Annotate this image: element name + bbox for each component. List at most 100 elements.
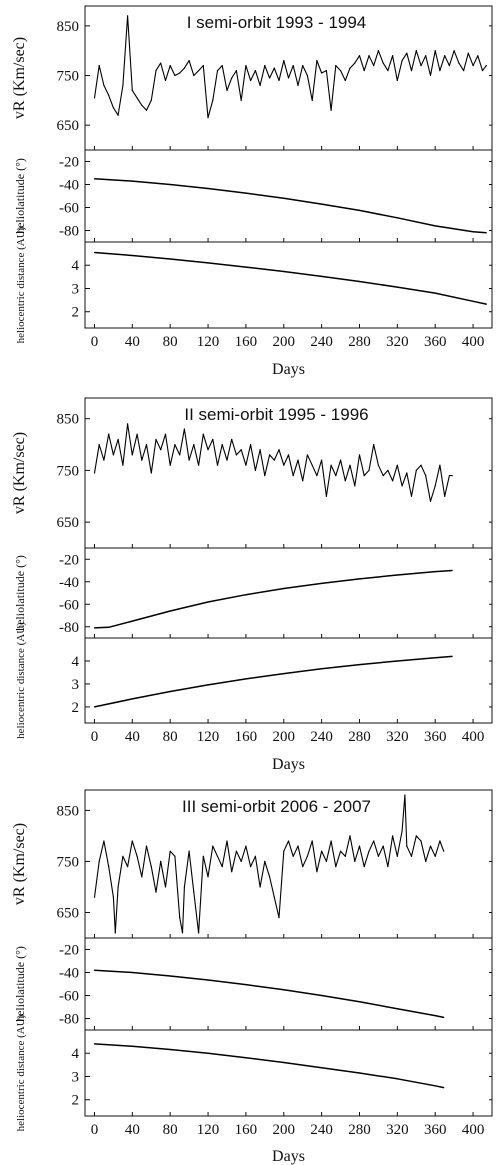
data-point-distance <box>131 1045 133 1047</box>
x-tick-label: 240 <box>310 729 333 745</box>
data-point-latitude <box>245 984 247 986</box>
data-point-speed <box>406 52 408 54</box>
data-point-speed <box>183 67 185 69</box>
x-tick-label: 0 <box>91 729 99 745</box>
data-point-speed <box>429 845 432 847</box>
data-point-speed <box>259 84 261 86</box>
x-tick-label: 40 <box>125 1122 140 1138</box>
data-point-distance <box>358 280 361 283</box>
series-line-latitude <box>94 969 444 1019</box>
data-point-speed <box>169 65 171 67</box>
data-point-speed <box>188 60 190 62</box>
data-point-speed <box>98 65 100 67</box>
data-point-speed <box>453 50 455 52</box>
data-point-distance <box>396 1078 398 1080</box>
series-line-speed <box>93 15 487 119</box>
data-point-speed <box>160 62 162 64</box>
y-tick-label: -60 <box>59 201 79 217</box>
data-point-speed <box>325 495 327 497</box>
data-point-speed <box>202 65 204 67</box>
y-tick-label: 3 <box>72 281 80 297</box>
data-point-speed <box>245 845 247 847</box>
data-point-speed <box>226 89 228 91</box>
data-point-speed <box>169 850 171 852</box>
data-point-distance <box>321 1067 323 1069</box>
data-point-speed <box>114 932 116 934</box>
data-point-speed <box>368 55 370 57</box>
data-point-speed <box>155 438 157 440</box>
data-point-distance <box>434 657 436 659</box>
data-point-latitude <box>434 571 436 573</box>
series-line-distance <box>94 251 487 305</box>
data-point-speed <box>283 850 285 852</box>
data-point-latitude <box>396 217 398 219</box>
data-point-speed <box>340 850 342 852</box>
data-point-latitude <box>283 197 285 199</box>
y-tick-label: 650 <box>57 118 80 134</box>
data-point-speed <box>448 65 450 67</box>
data-point-speed <box>250 444 252 446</box>
data-point-speed <box>131 89 133 91</box>
y-tick-label: -60 <box>59 597 79 613</box>
data-point-speed <box>179 454 181 456</box>
chart-title: II semi-orbit 1995 - 1996 <box>184 405 368 424</box>
panel-distance: 2 3 4 heliocentric distance (AU) <box>15 1014 493 1131</box>
panel-latitude: -20 -40 -60 -80 heliolatitude (°) <box>13 149 493 243</box>
x-tick-label: 80 <box>163 729 178 745</box>
panel-frame <box>84 149 493 243</box>
data-point-speed <box>136 97 138 99</box>
data-point-speed <box>117 886 119 888</box>
data-point-speed <box>216 855 219 857</box>
data-point-speed <box>477 55 479 57</box>
data-point-speed <box>316 60 318 62</box>
data-point-speed <box>425 860 427 863</box>
data-point-speed <box>127 866 129 868</box>
x-tick-label: 320 <box>386 334 409 350</box>
x-tick-label: 280 <box>348 334 371 350</box>
x-tick-label: 240 <box>310 334 333 350</box>
x-tick-label: 400 <box>462 1122 485 1138</box>
x-tick-label: 360 <box>424 334 447 350</box>
data-point-speed <box>321 459 323 461</box>
series-line-distance <box>94 655 453 708</box>
data-point-speed <box>264 860 266 863</box>
data-point-speed <box>202 433 204 435</box>
y-tick-label: 850 <box>57 19 80 35</box>
data-point-speed <box>188 459 190 461</box>
data-point-speed <box>401 485 403 487</box>
data-point-speed <box>136 433 138 435</box>
y-axis-label-speed: vR (Km/sec) <box>11 823 28 905</box>
data-point-speed <box>145 444 148 446</box>
data-point-speed <box>250 79 252 82</box>
data-point-speed <box>93 472 96 474</box>
x-tick-label: 240 <box>310 1122 333 1138</box>
y-tick-label: 3 <box>72 677 80 693</box>
data-point-speed <box>311 840 313 842</box>
data-point-speed <box>382 62 384 64</box>
chart-block-1: 650 750 850 vR (Km/sec) I semi-orbit 1993 - … <box>11 5 493 378</box>
data-point-latitude <box>283 587 285 590</box>
data-point-speed <box>188 850 190 852</box>
x-tick-label: 120 <box>197 729 220 745</box>
x-tick-label: 320 <box>386 1122 409 1138</box>
data-point-distance <box>93 706 96 708</box>
y-axis-label-distance: heliocentric distance (AU) <box>15 622 27 739</box>
data-point-speed <box>198 932 200 934</box>
data-point-distance <box>207 684 209 686</box>
data-point-speed <box>429 74 432 77</box>
data-point-speed <box>373 444 375 446</box>
data-point-speed <box>297 845 299 847</box>
data-point-speed <box>358 845 361 847</box>
data-point-speed <box>179 917 181 919</box>
data-point-speed <box>112 454 114 456</box>
data-point-speed <box>392 480 394 482</box>
data-point-speed <box>434 855 436 857</box>
y-axis-label-distance: heliocentric distance (AU) <box>15 1014 27 1131</box>
data-point-speed <box>183 428 185 430</box>
chart-block-2: 650 750 850 vR (Km/sec) II semi-orbit 1995 -… <box>11 397 493 773</box>
data-point-speed <box>235 850 237 852</box>
data-point-distance <box>131 254 133 257</box>
series-line-distance <box>94 1043 444 1089</box>
data-point-distance <box>169 258 171 260</box>
y-tick-label: -20 <box>59 552 79 568</box>
